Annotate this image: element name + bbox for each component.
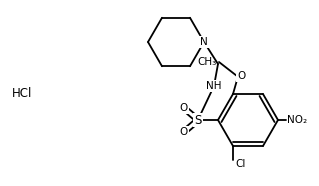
Text: CH₃: CH₃	[198, 57, 217, 67]
Text: HCl: HCl	[12, 86, 32, 100]
Text: N: N	[200, 37, 208, 47]
Text: O: O	[180, 103, 188, 113]
Text: NO₂: NO₂	[287, 115, 307, 125]
Text: S: S	[194, 113, 202, 126]
Text: NH: NH	[206, 81, 222, 91]
Text: Cl: Cl	[235, 159, 245, 169]
Text: O: O	[237, 71, 245, 81]
Text: O: O	[180, 127, 188, 137]
